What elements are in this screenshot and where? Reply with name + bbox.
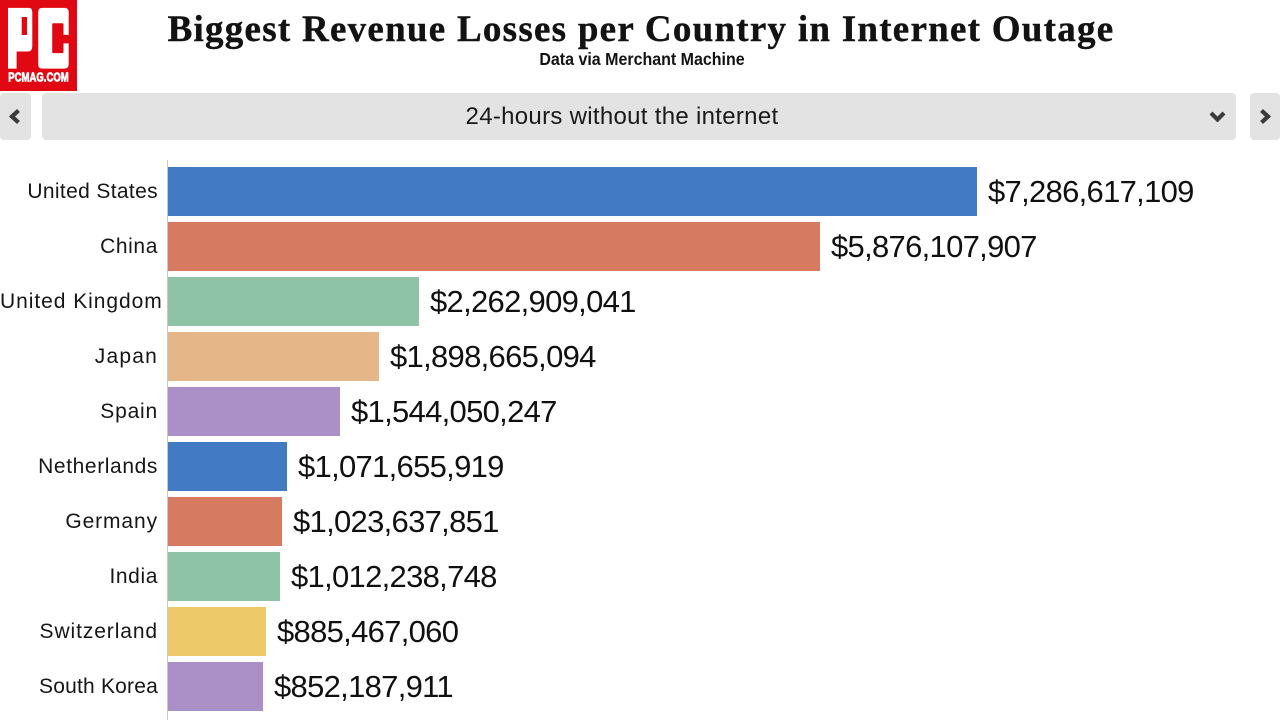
svg-text:PCMAG.COM: PCMAG.COM [8,70,69,85]
